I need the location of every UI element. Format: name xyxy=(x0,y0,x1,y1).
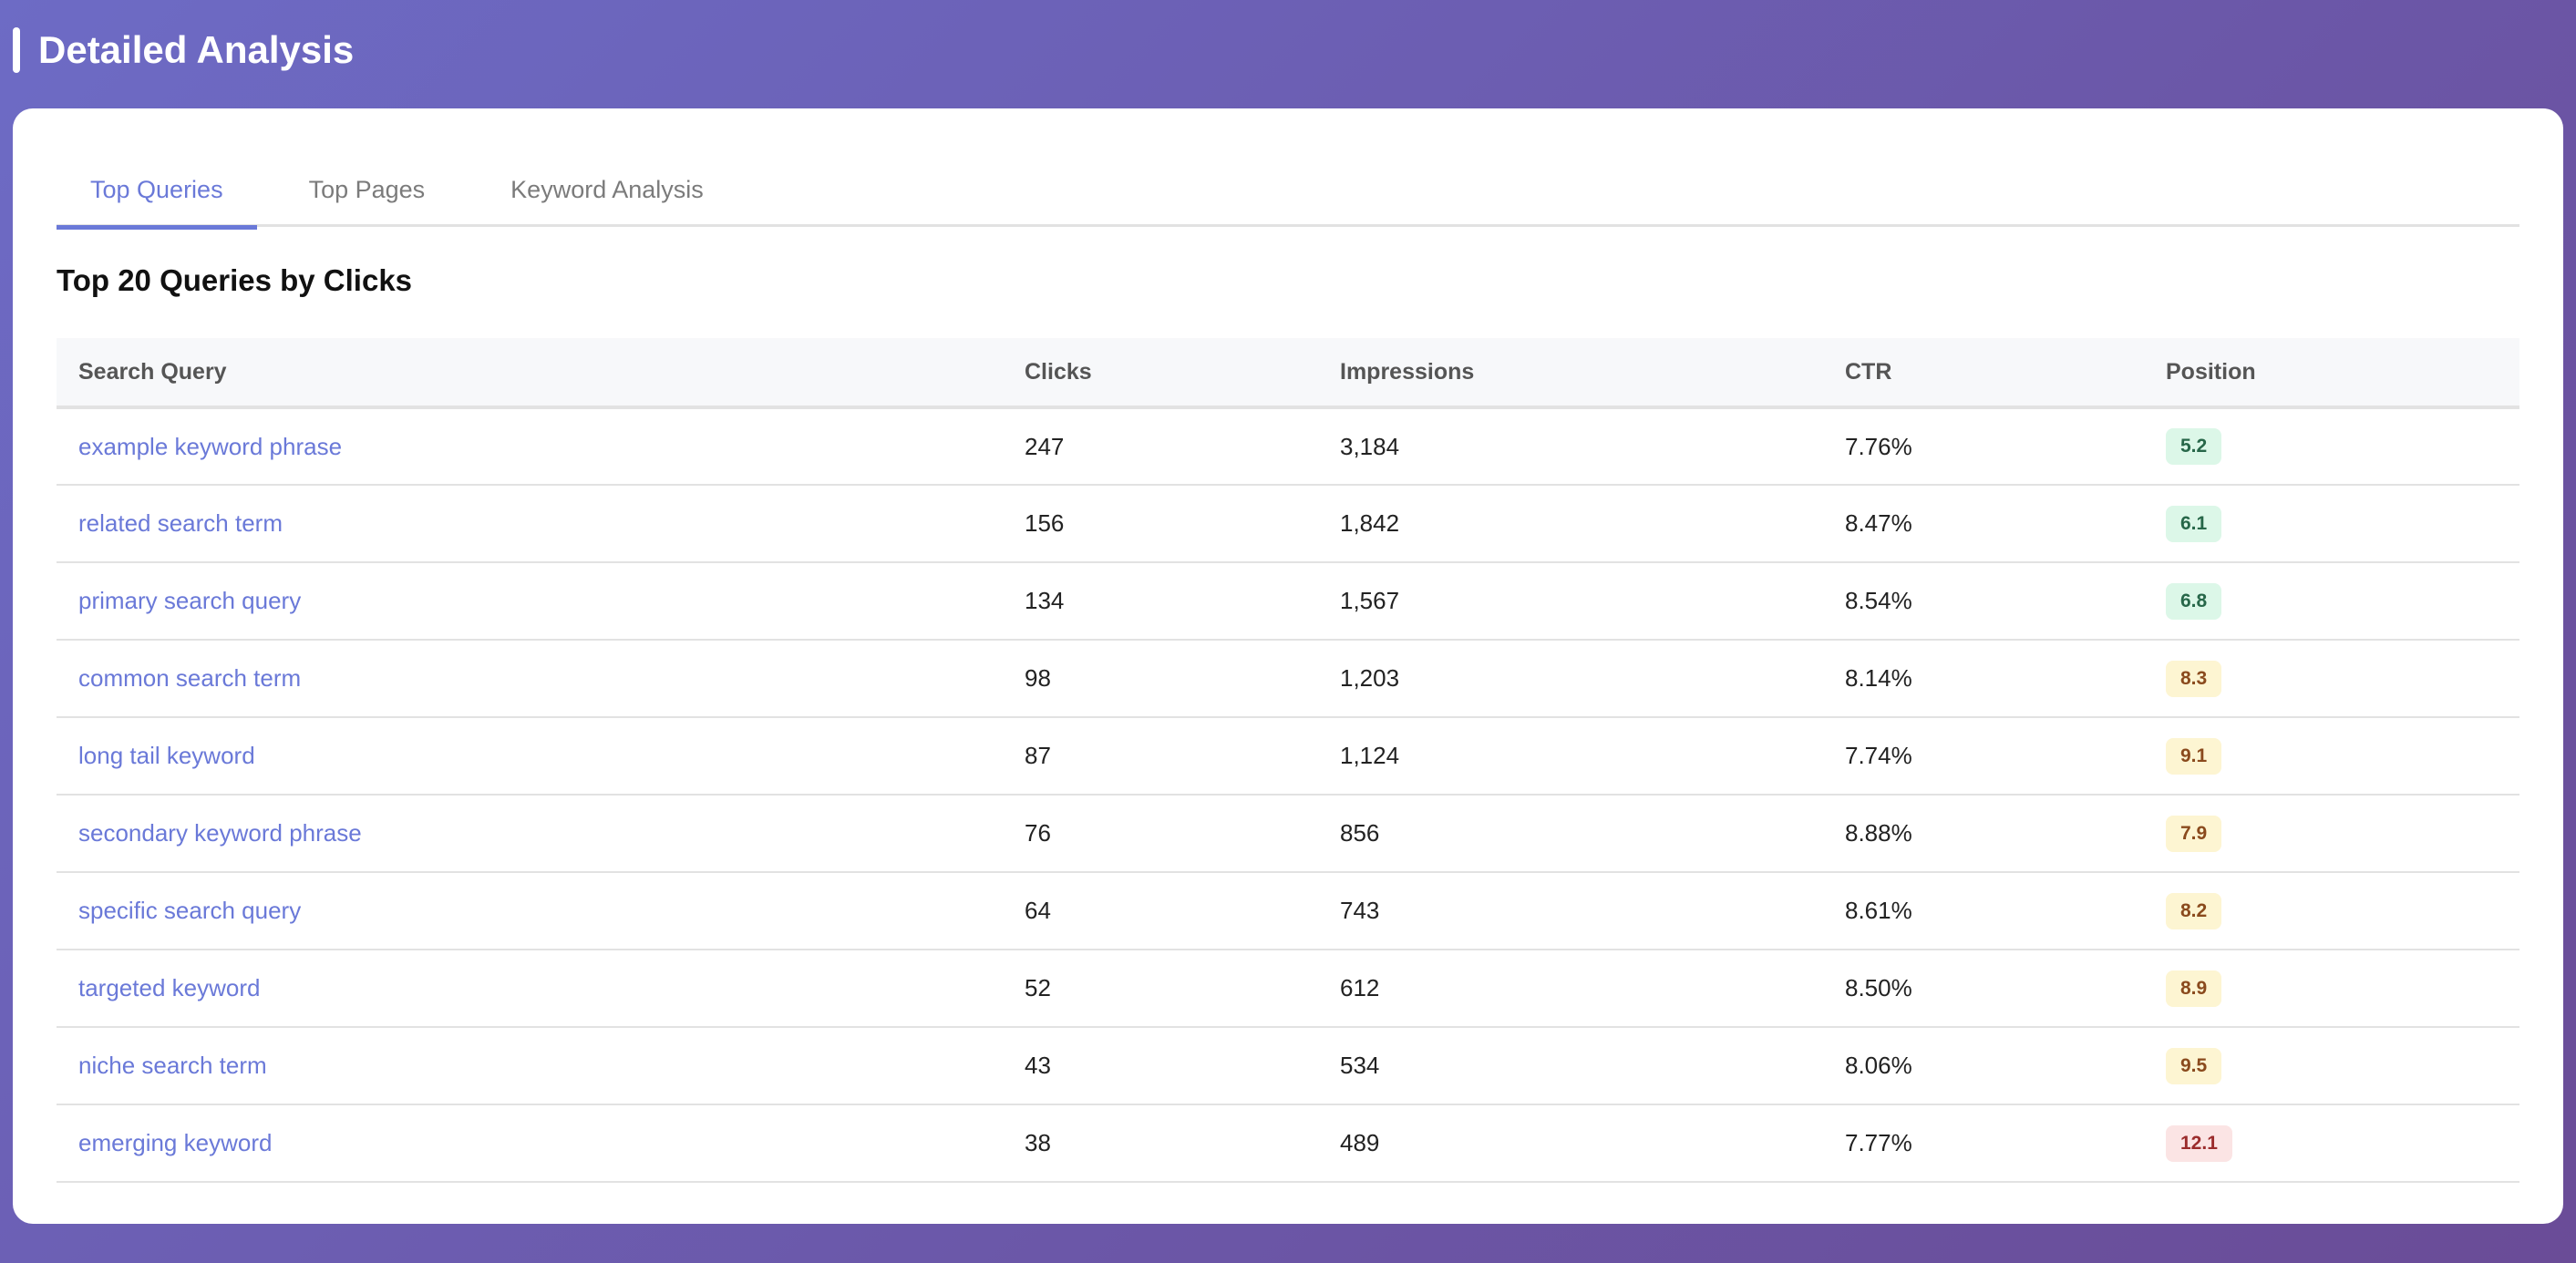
position-cell: 9.5 xyxy=(2144,1027,2519,1105)
table-header-row: Search Query Clicks Impressions CTR Posi… xyxy=(57,338,2519,407)
impressions-cell: 743 xyxy=(1318,872,1823,950)
query-link[interactable]: common search term xyxy=(57,640,1003,718)
ctr-cell: 8.61% xyxy=(1823,872,2144,950)
query-link[interactable]: related search term xyxy=(57,485,1003,563)
query-link[interactable]: targeted keyword xyxy=(57,950,1003,1028)
clicks-cell: 134 xyxy=(1003,562,1318,641)
impressions-cell: 612 xyxy=(1318,950,1823,1028)
query-link[interactable]: long tail keyword xyxy=(57,717,1003,796)
page-header: Detailed Analysis xyxy=(13,27,354,73)
position-badge: 5.2 xyxy=(2166,428,2222,465)
ctr-cell: 8.88% xyxy=(1823,795,2144,873)
title-accent-bar xyxy=(13,27,20,73)
impressions-cell: 534 xyxy=(1318,1027,1823,1105)
ctr-cell: 8.06% xyxy=(1823,1027,2144,1105)
section-title: Top 20 Queries by Clicks xyxy=(57,263,413,297)
table-row: related search term 156 1,842 8.47% 6.1 xyxy=(57,485,2519,563)
table-row: example keyword phrase 247 3,184 7.76% 5… xyxy=(57,407,2519,486)
column-header-ctr[interactable]: CTR xyxy=(1845,358,1892,385)
clicks-cell: 76 xyxy=(1003,795,1318,873)
table-row: primary search query 134 1,567 8.54% 6.8 xyxy=(57,562,2519,641)
table-row: niche search term 43 534 8.06% 9.5 xyxy=(57,1027,2519,1105)
impressions-cell: 1,124 xyxy=(1318,717,1823,796)
impressions-cell: 856 xyxy=(1318,795,1823,873)
query-link[interactable]: emerging keyword xyxy=(57,1104,1003,1183)
impressions-cell: 1,842 xyxy=(1318,485,1823,563)
analysis-card: Top Queries Top Pages Keyword Analysis T… xyxy=(13,108,2563,1224)
clicks-cell: 43 xyxy=(1003,1027,1318,1105)
page-title: Detailed Analysis xyxy=(38,28,355,71)
position-badge: 12.1 xyxy=(2166,1124,2232,1162)
impressions-cell: 1,203 xyxy=(1318,640,1823,718)
position-cell: 8.3 xyxy=(2144,640,2519,718)
clicks-cell: 156 xyxy=(1003,485,1318,563)
clicks-cell: 52 xyxy=(1003,950,1318,1028)
ctr-cell: 7.76% xyxy=(1823,407,2144,486)
ctr-cell: 8.47% xyxy=(1823,485,2144,563)
query-link[interactable]: primary search query xyxy=(57,562,1003,641)
position-cell: 8.9 xyxy=(2144,950,2519,1028)
position-cell: 6.1 xyxy=(2144,485,2519,563)
query-link[interactable]: specific search query xyxy=(57,872,1003,950)
position-badge: 8.9 xyxy=(2166,970,2222,1007)
tab-top-pages[interactable]: Top Pages xyxy=(308,176,426,203)
position-badge: 9.5 xyxy=(2166,1047,2222,1084)
position-badge: 6.8 xyxy=(2166,582,2222,620)
column-header-position[interactable]: Position xyxy=(2166,358,2256,385)
tab-keyword-analysis[interactable]: Keyword Analysis xyxy=(510,176,704,203)
position-badge: 8.2 xyxy=(2166,892,2222,929)
position-cell: 9.1 xyxy=(2144,717,2519,796)
clicks-cell: 247 xyxy=(1003,407,1318,486)
query-link[interactable]: secondary keyword phrase xyxy=(57,795,1003,873)
tab-bar: Top Queries Top Pages Keyword Analysis xyxy=(57,158,2519,230)
ctr-cell: 8.54% xyxy=(1823,562,2144,641)
clicks-cell: 38 xyxy=(1003,1104,1318,1183)
query-link[interactable]: example keyword phrase xyxy=(57,407,1003,486)
clicks-cell: 98 xyxy=(1003,640,1318,718)
clicks-cell: 64 xyxy=(1003,872,1318,950)
query-link[interactable]: niche search term xyxy=(57,1027,1003,1105)
position-badge: 9.1 xyxy=(2166,737,2222,775)
impressions-cell: 3,184 xyxy=(1318,407,1823,486)
table-row: secondary keyword phrase 76 856 8.88% 7.… xyxy=(57,795,2519,873)
table-row: emerging keyword 38 489 7.77% 12.1 xyxy=(57,1104,2519,1183)
impressions-cell: 489 xyxy=(1318,1104,1823,1183)
table-row: common search term 98 1,203 8.14% 8.3 xyxy=(57,640,2519,718)
tab-top-queries[interactable]: Top Queries xyxy=(57,158,257,230)
column-header-impressions[interactable]: Impressions xyxy=(1340,358,1475,385)
ctr-cell: 7.77% xyxy=(1823,1104,2144,1183)
queries-table: Search Query Clicks Impressions CTR Posi… xyxy=(57,338,2519,1183)
position-cell: 6.8 xyxy=(2144,562,2519,641)
impressions-cell: 1,567 xyxy=(1318,562,1823,641)
table-row: specific search query 64 743 8.61% 8.2 xyxy=(57,872,2519,950)
position-cell: 12.1 xyxy=(2144,1104,2519,1183)
table-row: targeted keyword 52 612 8.50% 8.9 xyxy=(57,950,2519,1028)
position-cell: 7.9 xyxy=(2144,795,2519,873)
ctr-cell: 7.74% xyxy=(1823,717,2144,796)
position-badge: 6.1 xyxy=(2166,505,2222,542)
position-cell: 8.2 xyxy=(2144,872,2519,950)
column-header-query[interactable]: Search Query xyxy=(78,358,227,385)
table-row: long tail keyword 87 1,124 7.74% 9.1 xyxy=(57,717,2519,796)
position-badge: 8.3 xyxy=(2166,660,2222,697)
column-header-clicks[interactable]: Clicks xyxy=(1025,358,1092,385)
position-cell: 5.2 xyxy=(2144,407,2519,486)
ctr-cell: 8.14% xyxy=(1823,640,2144,718)
ctr-cell: 8.50% xyxy=(1823,950,2144,1028)
clicks-cell: 87 xyxy=(1003,717,1318,796)
position-badge: 7.9 xyxy=(2166,815,2222,852)
